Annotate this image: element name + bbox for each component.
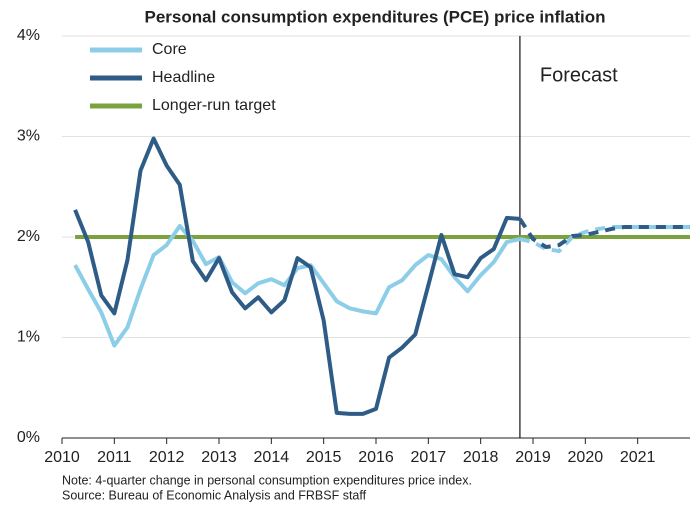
line-series (73, 136, 521, 416)
x-tick-label: 2011 (97, 449, 132, 466)
x-tick-label: 2013 (201, 449, 237, 466)
y-tick-label: 3% (17, 128, 40, 145)
x-tick-label: 2021 (620, 449, 656, 466)
chart-title: Personal consumption expenditures (PCE) … (145, 7, 606, 26)
line-series (73, 223, 521, 348)
forecast-line-series (519, 224, 690, 254)
y-tick-label: 0% (17, 429, 40, 446)
x-tick-label: 2017 (411, 449, 447, 466)
x-tick-label: 2010 (44, 449, 80, 466)
x-tick-label: 2016 (358, 449, 394, 466)
x-tick-label: 2015 (306, 449, 342, 466)
y-tick-label: 2% (17, 228, 40, 245)
forecast-line-series (518, 217, 690, 250)
legend-label: Headline (152, 69, 215, 86)
x-tick-label: 2020 (568, 449, 604, 466)
x-tick-label: 2018 (463, 449, 499, 466)
legend-label: Longer-run target (152, 97, 276, 114)
x-tick-label: 2014 (254, 449, 290, 466)
forecast-label: Forecast (540, 64, 618, 86)
y-tick-label: 4% (17, 27, 40, 44)
x-tick-label: 2012 (149, 449, 185, 466)
legend-label: Core (152, 41, 187, 58)
y-tick-label: 1% (17, 329, 40, 346)
source: Source: Bureau of Economic Analysis and … (62, 488, 367, 502)
x-tick-label: 2019 (515, 449, 551, 466)
note: Note: 4-quarter change in personal consu… (62, 473, 472, 487)
